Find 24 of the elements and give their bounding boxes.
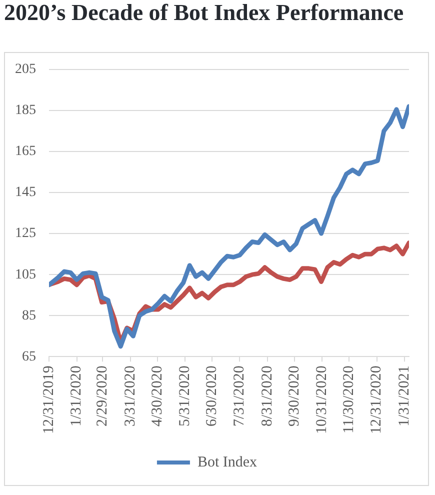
y-tick-label: 205 xyxy=(15,62,36,78)
x-tick-label: 7/31/2020 xyxy=(232,366,248,427)
x-tick-label: 1/31/2021 xyxy=(396,366,412,427)
y-tick-label: 105 xyxy=(15,267,36,282)
x-tick-label: 12/31/2020 xyxy=(368,366,385,434)
x-tick-label: 8/31/2020 xyxy=(259,366,276,427)
x-tick-label: 10/31/2020 xyxy=(314,366,330,434)
chart-title: 2020’s Decade of Bot Index Performance xyxy=(4,0,404,26)
y-tick-label: 125 xyxy=(15,226,36,242)
y-tick-label: 165 xyxy=(15,144,36,160)
x-tick-label: 11/30/2020 xyxy=(340,366,357,434)
x-tick-label: 4/30/2020 xyxy=(149,366,166,427)
x-tick-label: 2/29/2020 xyxy=(94,366,111,427)
x-tick-label: 9/30/2020 xyxy=(286,366,302,427)
x-tick-label: 5/31/2020 xyxy=(177,366,194,427)
x-tick-label: 12/31/2019 xyxy=(40,366,57,434)
x-tick-label: 3/31/2020 xyxy=(122,366,138,427)
y-tick-label: 85 xyxy=(22,308,36,324)
x-tick-label: 6/30/2020 xyxy=(204,366,220,427)
legend-label: Bot Index xyxy=(197,454,258,470)
y-tick-label: 65 xyxy=(22,349,36,364)
y-tick-label: 145 xyxy=(15,185,36,200)
y-tick-label: 185 xyxy=(15,103,36,118)
x-tick-label: 1/31/2020 xyxy=(68,366,85,427)
